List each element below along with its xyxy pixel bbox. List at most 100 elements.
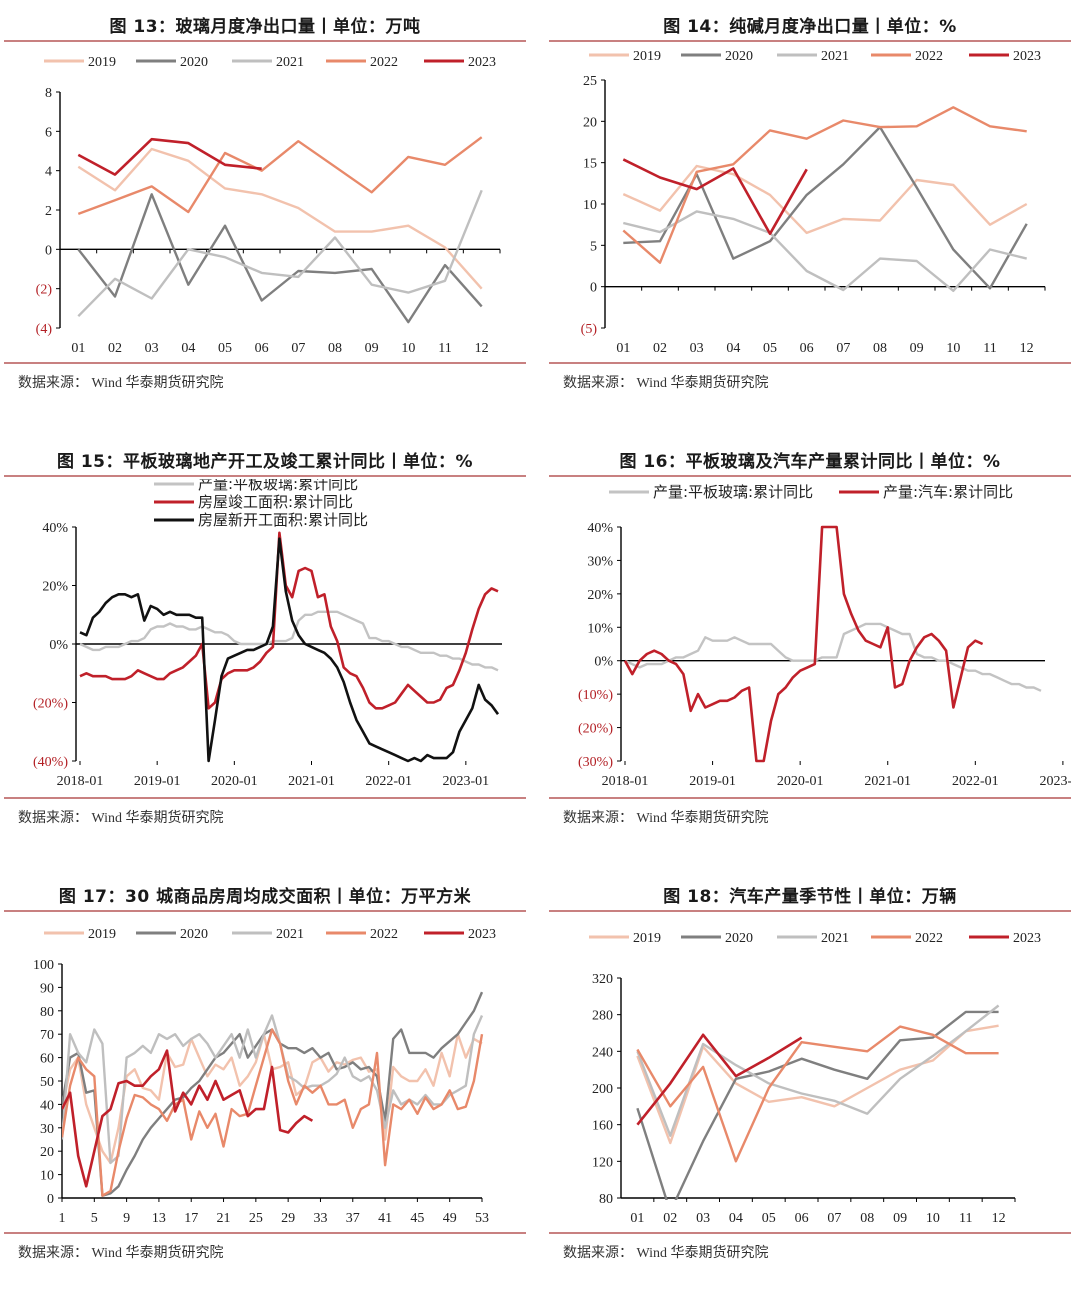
x-tick-label: 2019-01: [689, 774, 736, 789]
x-tick-label: 2022-01: [952, 774, 999, 789]
x-tick-label: 33: [313, 1211, 327, 1226]
x-tick-label: 03: [145, 341, 159, 356]
y-tick-label: 10%: [587, 621, 613, 636]
figure-title: 图 13：玻璃月度净出口量丨单位：万吨: [109, 17, 421, 37]
y-tick-label: 120: [592, 1155, 613, 1170]
x-tick-label: 12: [475, 341, 489, 356]
x-tick-label: 07: [291, 341, 305, 356]
legend-label: 房屋新开工面积:累计同比: [198, 511, 368, 529]
series-line-1: [623, 125, 1028, 290]
series-line-4: [636, 1033, 803, 1126]
series-line-1: [623, 525, 984, 763]
figure-14: 图 14：纯碱月度净出口量丨单位：% 25 20 15 10 5 0 (5) 01 02 03 04…: [549, 0, 1071, 420]
x-tick-label: 09: [365, 341, 379, 356]
x-tick-label: 03: [690, 341, 704, 356]
bottom-rule: [4, 362, 526, 364]
top-rule: [4, 40, 526, 42]
series-line-0: [622, 164, 1028, 235]
x-tick-label: 13: [152, 1211, 166, 1226]
y-tick-label: 40: [40, 1098, 54, 1113]
x-tick-label: 5: [91, 1211, 98, 1226]
series-line-4: [622, 158, 808, 236]
x-tick-label: 10: [401, 341, 415, 356]
y-tick-label: (2): [36, 283, 53, 298]
legend-label: 2020: [725, 49, 753, 64]
y-tick-label: 70: [40, 1028, 54, 1043]
legend-label: 2023: [468, 55, 496, 70]
source-note: 数据来源： Wind 华泰期货研究院: [18, 811, 224, 826]
x-tick-label: 21: [217, 1211, 231, 1226]
figure-title: 图 15：平板玻璃地产开工及竣工累计同比丨单位：%: [56, 452, 474, 472]
x-tick-label: 2019-01: [134, 774, 181, 789]
x-tick-label: 04: [181, 341, 195, 356]
source-note: 数据来源： Wind 华泰期货研究院: [18, 1246, 224, 1261]
series-line-1: [79, 531, 499, 710]
legend-label: 2021: [821, 49, 849, 64]
figure-title: 图 18：汽车产量季节性丨单位：万辆: [663, 887, 957, 907]
figure-17: 图 17：30 城商品房周均成交面积丨单位：万平方米 100 90 80 70 60 50…: [4, 870, 526, 1290]
legend-label: 2019: [633, 931, 661, 946]
y-tick-label: 320: [592, 972, 613, 987]
y-tick-label: 20: [40, 1145, 54, 1160]
y-tick-label: 100: [33, 958, 54, 973]
y-tick-label: (20%): [578, 722, 613, 737]
x-tick-label: 2021-01: [288, 774, 335, 789]
y-tick-label: 240: [592, 1045, 613, 1060]
y-tick-label: 80: [599, 1192, 613, 1207]
y-tick-label: 10: [583, 198, 597, 213]
y-tick-label: 40%: [587, 521, 613, 536]
legend-label: 2019: [88, 927, 116, 942]
y-tick-label: 280: [592, 1009, 613, 1024]
chart-18: 320 280 240 200 160 120 80 01 02 03 04 05 06 07 08 09 10…: [589, 931, 1041, 1226]
x-tick-label: 04: [726, 341, 740, 356]
series-line-0: [79, 610, 499, 672]
y-tick-label: 6: [45, 125, 52, 140]
x-tick-label: 2018-01: [602, 774, 649, 789]
x-tick-label: 25: [249, 1211, 263, 1226]
x-tick-label: 08: [860, 1211, 874, 1226]
y-tick-label: 160: [592, 1119, 613, 1134]
y-tick-label: 200: [592, 1082, 613, 1097]
y-tick-label: 8: [45, 86, 52, 101]
x-tick-label: 01: [616, 341, 630, 356]
x-tick-label: 2023-01: [1040, 774, 1071, 789]
x-tick-label: 49: [443, 1211, 457, 1226]
x-tick-label: 11: [959, 1211, 972, 1226]
x-tick-label: 53: [475, 1211, 489, 1226]
series-line-3: [62, 1028, 484, 1197]
x-tick-label: 10: [946, 341, 960, 356]
x-tick-label: 02: [663, 1211, 677, 1226]
legend-label: 产量:平板玻璃:累计同比: [653, 483, 813, 501]
bottom-rule: [549, 362, 1071, 364]
legend-label: 2022: [370, 55, 398, 70]
x-tick-label: 09: [893, 1211, 907, 1226]
x-tick-label: 07: [836, 341, 850, 356]
series-line-0: [624, 622, 1042, 692]
x-tick-label: 06: [800, 341, 814, 356]
x-tick-label: 05: [218, 341, 232, 356]
x-tick-label: 02: [108, 341, 122, 356]
x-tick-label: 17: [184, 1211, 198, 1226]
y-tick-label: 80: [40, 1005, 54, 1020]
x-tick-label: 02: [653, 341, 667, 356]
series-line-4: [62, 1049, 314, 1188]
x-tick-label: 9: [123, 1211, 130, 1226]
y-tick-label: (20%): [33, 697, 68, 712]
y-tick-label: 20%: [42, 580, 68, 595]
legend-label: 2023: [468, 927, 496, 942]
source-note: 数据来源： Wind 华泰期货研究院: [563, 1246, 769, 1261]
source-note: 数据来源： Wind 华泰期货研究院: [563, 376, 769, 391]
legend-label: 2022: [370, 927, 398, 942]
y-tick-label: (30%): [578, 755, 613, 770]
chart-16: 40% 30% 20% 10% 0% (10%) (20%) (30%) 2018-01 2019…: [578, 483, 1071, 789]
bottom-rule: [549, 1232, 1071, 1234]
top-rule: [549, 475, 1071, 477]
x-tick-label: 12: [992, 1211, 1006, 1226]
x-tick-label: 09: [910, 341, 924, 356]
x-tick-label: 2021-01: [864, 774, 911, 789]
legend-label: 2021: [821, 931, 849, 946]
legend-label: 2021: [276, 55, 304, 70]
legend-label: 2020: [180, 927, 208, 942]
series-line-2: [77, 189, 483, 318]
